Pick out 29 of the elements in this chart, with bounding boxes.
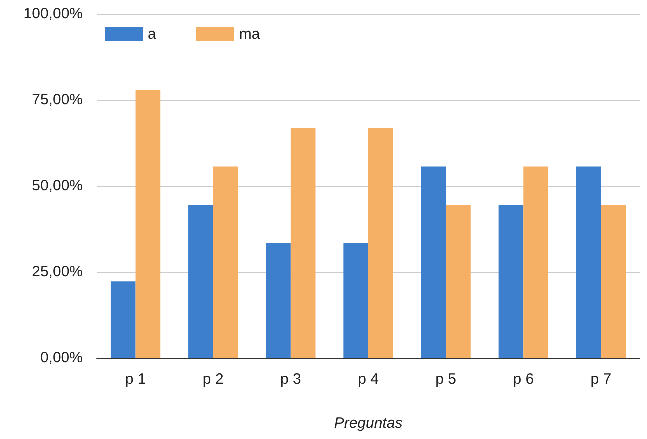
y-tick-label: 100,00%: [24, 6, 83, 22]
x-tick-label: p 7: [590, 371, 612, 388]
x-tick-label: p 4: [358, 371, 379, 388]
x-tick-label: p 5: [436, 371, 456, 388]
bar: [188, 205, 214, 358]
bar: [344, 243, 368, 358]
bar: [136, 90, 161, 358]
bar: [421, 166, 446, 358]
bar: [213, 166, 238, 358]
legend-label: a: [148, 26, 157, 43]
x-tick-label: p 1: [125, 371, 146, 388]
bar: [110, 282, 136, 358]
x-tick-label: p 6: [513, 371, 534, 388]
y-tick-label: 50,00%: [32, 178, 83, 194]
y-tick-label: 0,00%: [40, 350, 83, 366]
x-axis-title: Preguntas: [334, 415, 404, 432]
bar: [601, 205, 626, 358]
y-tick-label: 25,00%: [32, 264, 83, 280]
bar: [576, 166, 602, 358]
bar: [266, 243, 291, 358]
x-tick-label: p 3: [280, 371, 302, 388]
bar: [498, 205, 524, 358]
bar: [446, 205, 471, 358]
y-tick-label: 75,00%: [32, 92, 83, 108]
bar: [368, 128, 394, 358]
bar: [524, 166, 548, 358]
bar: [290, 128, 316, 358]
legend-label: ma: [239, 26, 261, 43]
x-tick-label: p 2: [202, 371, 224, 388]
